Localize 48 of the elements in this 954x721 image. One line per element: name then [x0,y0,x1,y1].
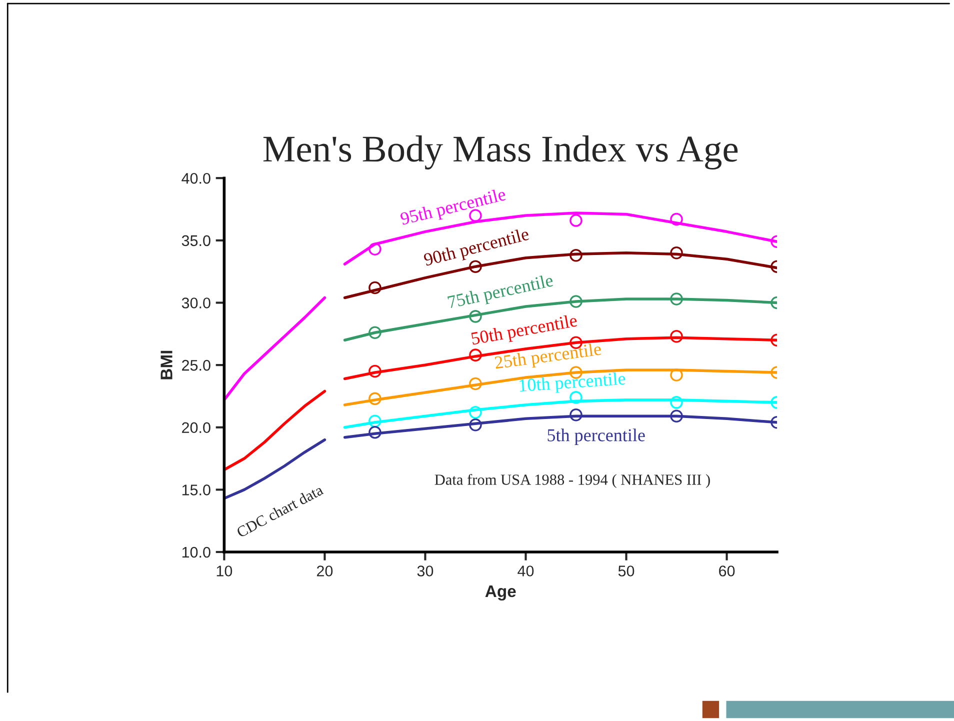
x-tick-label: 40 [518,566,534,576]
x-tick-label: 30 [417,566,434,576]
point [469,406,482,419]
y-tick-label: 10.0 [182,546,210,558]
point [368,364,382,378]
point [368,392,382,406]
point [368,326,382,340]
point [670,410,683,423]
point [469,310,482,323]
point [368,426,382,439]
y-tick-label: 30.0 [182,298,210,308]
series-label: 10th percentile [519,372,626,396]
y-tick-label: 15.0 [182,484,210,496]
text: 95th percentile [400,187,508,229]
x-tick-label: 10 [216,566,232,576]
y-tick-label: 20.0 [182,422,210,434]
point [469,348,482,362]
point [570,295,582,308]
point [368,281,382,294]
text: 75th percentile [447,274,554,312]
y-axis-title: BMI [160,350,172,380]
point [670,396,683,409]
annotation: Data from USA 1988 - 1994 ( NHANES III ) [434,474,710,488]
point [670,368,683,382]
point [368,414,382,428]
x-tick-label: 60 [719,566,735,576]
point [670,292,683,306]
x-tick-label: 50 [618,566,634,576]
point [469,418,482,432]
series-label: 5th percentile [548,428,645,446]
y-tick-label: 25.0 [182,360,210,371]
y-tick-label: 40.0 [182,172,210,184]
line-series [224,296,326,402]
point [570,248,582,262]
point [670,212,683,226]
point [670,330,683,343]
chart-title: Men's Body Mass Index vs Age [263,135,738,170]
x-axis-title: Age [485,586,516,601]
x-tick-label: 20 [316,566,333,576]
y-tick-label: 35.0 [182,235,210,246]
point [570,408,582,422]
point [368,242,382,256]
annotation: CDC chart data [236,484,324,538]
line-series [224,390,326,472]
point [570,214,582,227]
point [469,260,482,273]
point [469,377,482,390]
point [670,246,683,260]
